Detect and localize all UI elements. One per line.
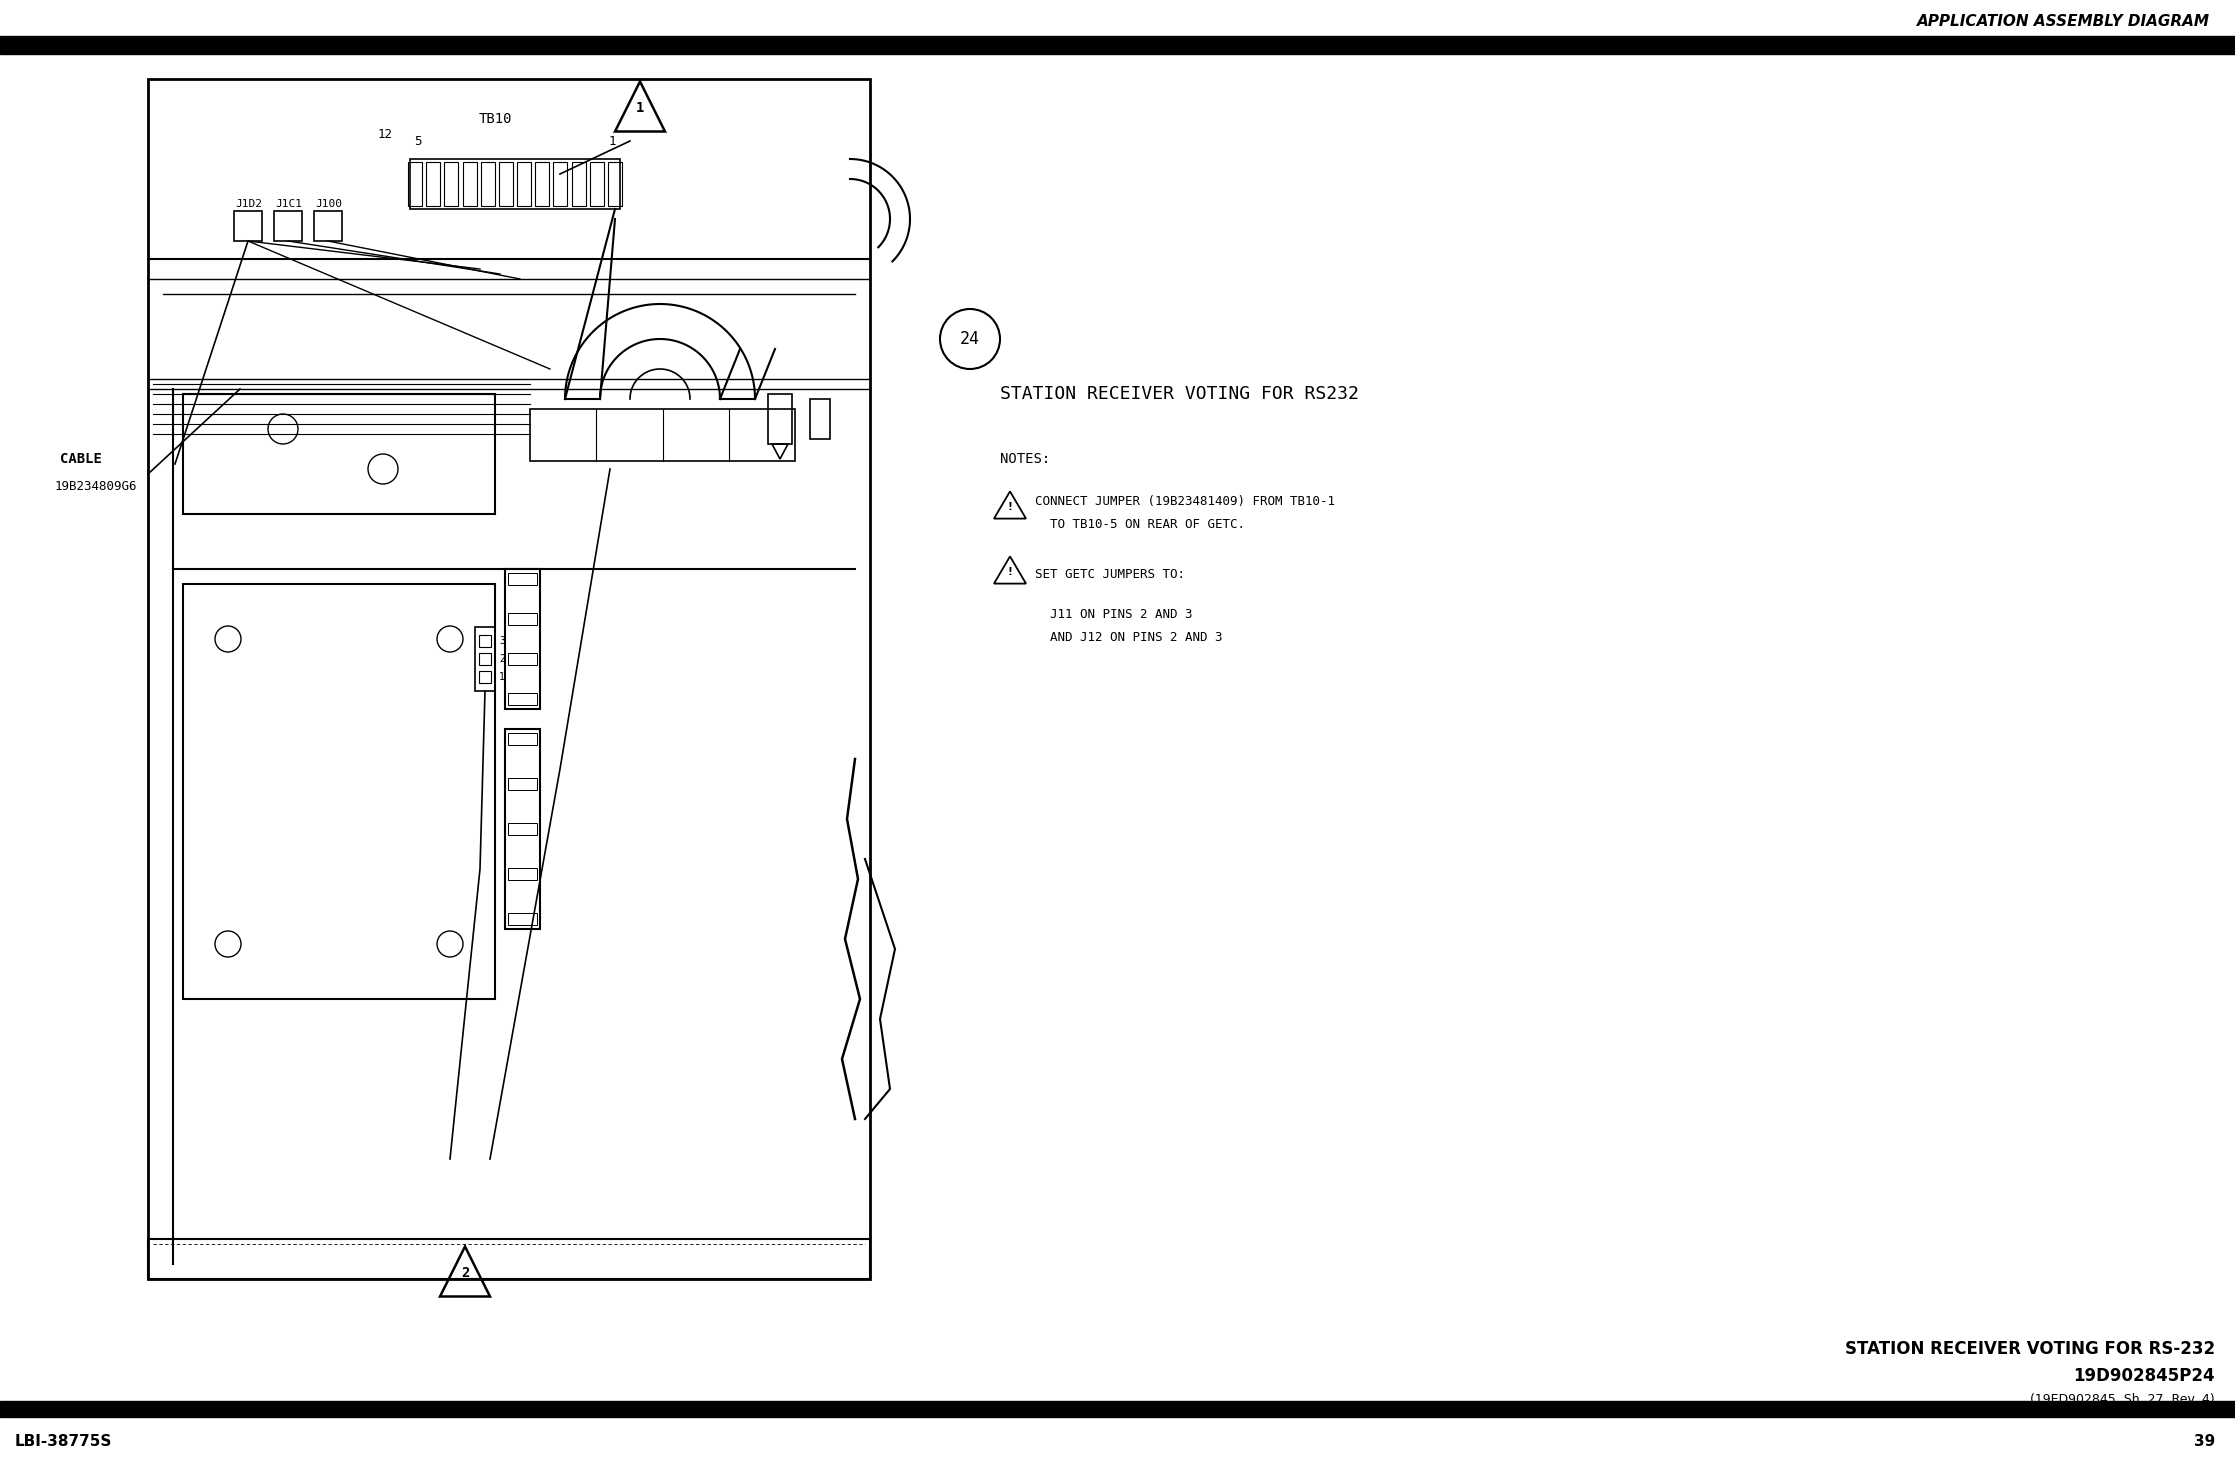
Bar <box>507 868 536 880</box>
Bar <box>554 162 568 206</box>
Text: NOTES:: NOTES: <box>999 452 1050 466</box>
Bar <box>148 79 869 1279</box>
Text: 5: 5 <box>413 135 422 147</box>
Text: STATION RECEIVER VOTING FOR RS-232: STATION RECEIVER VOTING FOR RS-232 <box>1844 1340 2215 1357</box>
Text: 1: 1 <box>635 101 644 115</box>
Bar <box>608 162 621 206</box>
Bar <box>507 779 536 790</box>
Text: CABLE: CABLE <box>60 452 103 466</box>
Text: LBI-38775S: LBI-38775S <box>16 1434 112 1448</box>
Bar <box>534 162 550 206</box>
Text: APPLICATION ASSEMBLY DIAGRAM: APPLICATION ASSEMBLY DIAGRAM <box>1918 15 2210 29</box>
Text: 1: 1 <box>608 135 617 147</box>
Bar <box>478 671 492 683</box>
Bar <box>507 613 536 624</box>
Bar <box>809 400 829 439</box>
Bar <box>476 627 494 690</box>
Bar <box>590 162 603 206</box>
Bar <box>427 162 440 206</box>
Text: SET GETC JUMPERS TO:: SET GETC JUMPERS TO: <box>1035 567 1185 580</box>
Bar <box>507 733 536 745</box>
Text: 19D902845P24: 19D902845P24 <box>2074 1368 2215 1385</box>
Text: J1C1: J1C1 <box>275 198 302 209</box>
Bar <box>0 37 2235 54</box>
Text: 2: 2 <box>498 654 505 664</box>
Bar <box>478 654 492 665</box>
Bar <box>507 573 536 585</box>
Text: !: ! <box>1008 502 1012 513</box>
Bar <box>409 159 619 209</box>
Bar <box>530 408 796 461</box>
Text: (19ED902845, Sh. 27, Rev. 4): (19ED902845, Sh. 27, Rev. 4) <box>2029 1393 2215 1406</box>
Bar <box>516 162 532 206</box>
Bar <box>409 162 422 206</box>
Bar <box>478 635 492 646</box>
Text: !: ! <box>1008 567 1012 577</box>
Text: 12: 12 <box>378 128 393 141</box>
Bar <box>507 654 536 665</box>
Bar <box>463 162 476 206</box>
Text: AND J12 ON PINS 2 AND 3: AND J12 ON PINS 2 AND 3 <box>1050 630 1223 643</box>
Bar <box>235 212 261 241</box>
Bar <box>0 1401 2235 1418</box>
Text: 2: 2 <box>460 1266 469 1279</box>
Bar <box>572 162 586 206</box>
Bar <box>498 162 512 206</box>
Bar <box>313 212 342 241</box>
Bar <box>507 693 536 705</box>
Bar <box>183 585 494 999</box>
Text: J1D2: J1D2 <box>235 198 261 209</box>
Bar <box>507 914 536 925</box>
Text: 3: 3 <box>498 636 505 646</box>
Bar <box>505 729 541 928</box>
Bar <box>507 823 536 834</box>
Bar <box>481 162 494 206</box>
Bar <box>769 394 791 444</box>
Text: CONNECT JUMPER (19B23481409) FROM TB10-1: CONNECT JUMPER (19B23481409) FROM TB10-1 <box>1035 495 1334 507</box>
Text: 19B234809G6: 19B234809G6 <box>56 479 139 492</box>
Text: 1: 1 <box>498 671 505 682</box>
Text: J100: J100 <box>315 198 342 209</box>
Bar <box>148 1238 869 1279</box>
Text: 39: 39 <box>2195 1434 2215 1448</box>
Text: STATION RECEIVER VOTING FOR RS232: STATION RECEIVER VOTING FOR RS232 <box>999 385 1359 403</box>
Text: TB10: TB10 <box>478 112 512 126</box>
Text: TO TB10-5 ON REAR OF GETC.: TO TB10-5 ON REAR OF GETC. <box>1050 517 1245 530</box>
Bar <box>183 394 494 514</box>
Bar <box>445 162 458 206</box>
Text: J11 ON PINS 2 AND 3: J11 ON PINS 2 AND 3 <box>1050 608 1193 620</box>
Bar <box>505 569 541 710</box>
Bar <box>275 212 302 241</box>
Text: 24: 24 <box>961 331 979 348</box>
